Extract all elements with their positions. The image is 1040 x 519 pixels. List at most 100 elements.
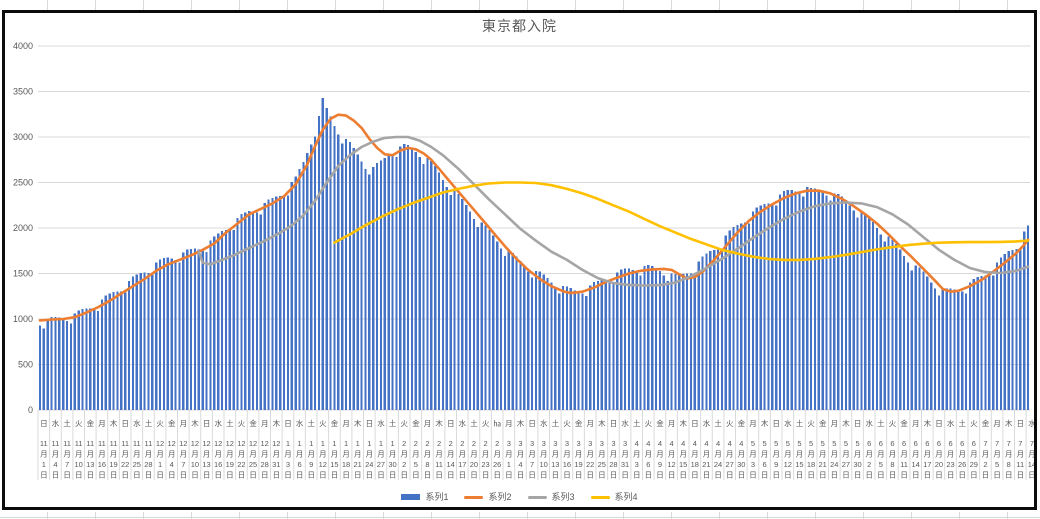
bar-series1[interactable] xyxy=(465,204,468,410)
bar-series1[interactable] xyxy=(50,317,53,410)
bar-series1[interactable] xyxy=(957,290,960,410)
bar-series1[interactable] xyxy=(414,152,417,410)
bar-series1[interactable] xyxy=(654,267,658,410)
bar-series1[interactable] xyxy=(550,282,553,410)
bar-series1[interactable] xyxy=(395,157,398,410)
bar-series1[interactable] xyxy=(449,195,452,410)
bar-series1[interactable] xyxy=(437,172,441,410)
bar-series1[interactable] xyxy=(263,203,266,410)
bar-series1[interactable] xyxy=(678,273,681,411)
bar-series1[interactable] xyxy=(992,275,995,410)
bar-series1[interactable] xyxy=(825,195,828,410)
bar-series1[interactable] xyxy=(422,163,425,410)
bar-series1[interactable] xyxy=(104,295,107,410)
bar-series1[interactable] xyxy=(922,271,925,410)
bar-series1[interactable] xyxy=(895,243,898,410)
bar-series1[interactable] xyxy=(472,218,476,410)
bar-series1[interactable] xyxy=(426,157,429,410)
bar-series1[interactable] xyxy=(375,162,379,410)
bar-series1[interactable] xyxy=(453,190,456,410)
bar-series1[interactable] xyxy=(685,273,689,411)
bar-series1[interactable] xyxy=(627,268,631,410)
bar-series1[interactable] xyxy=(871,222,875,410)
bar-series1[interactable] xyxy=(85,308,88,410)
bar-series1[interactable] xyxy=(573,290,576,410)
bar-series1[interactable] xyxy=(740,223,743,410)
bar-series1[interactable] xyxy=(755,207,758,410)
bar-series1[interactable] xyxy=(54,316,57,410)
bar-series1[interactable] xyxy=(120,291,123,410)
bar-series1[interactable] xyxy=(554,287,557,410)
bar-series1[interactable] xyxy=(697,261,700,410)
bar-series1[interactable] xyxy=(724,235,727,410)
bar-series1[interactable] xyxy=(914,265,917,410)
bar-series1[interactable] xyxy=(941,288,944,410)
bar-series1[interactable] xyxy=(244,212,247,410)
bar-series1[interactable] xyxy=(596,280,600,410)
bar-series1[interactable] xyxy=(530,277,534,410)
bar-series1[interactable] xyxy=(46,319,49,410)
plot-area[interactable]: 05001000150020002500300035004000日11月1日水1… xyxy=(5,13,1034,507)
bar-series1[interactable] xyxy=(906,262,910,410)
bar-series1[interactable] xyxy=(77,310,80,410)
bar-series1[interactable] xyxy=(933,288,937,410)
bar-series1[interactable] xyxy=(193,248,197,410)
bar-series1[interactable] xyxy=(868,217,871,410)
bar-series1[interactable] xyxy=(337,134,340,410)
bar-series1[interactable] xyxy=(891,239,894,410)
bar-series1[interactable] xyxy=(197,249,200,410)
bar-series1[interactable] xyxy=(806,187,809,410)
bar-series1[interactable] xyxy=(840,196,844,410)
bar-series1[interactable] xyxy=(279,196,282,410)
bar-series1[interactable] xyxy=(434,166,437,410)
bar-series1[interactable] xyxy=(484,225,487,410)
bar-series1[interactable] xyxy=(647,265,650,410)
bar-series1[interactable] xyxy=(139,273,142,410)
bar-series1[interactable] xyxy=(848,205,851,410)
bar-series1[interactable] xyxy=(926,276,929,410)
bar-series1[interactable] xyxy=(523,266,526,410)
bar-series1[interactable] xyxy=(461,198,464,410)
bar-series1[interactable] xyxy=(999,257,1003,410)
bar-series1[interactable] xyxy=(73,313,76,410)
bar-series1[interactable] xyxy=(116,291,119,410)
bar-series1[interactable] xyxy=(608,281,611,410)
bar-series1[interactable] xyxy=(802,196,805,410)
bar-series1[interactable] xyxy=(155,262,158,410)
bar-series1[interactable] xyxy=(716,248,720,410)
bar-series1[interactable] xyxy=(403,143,406,410)
bar-series1[interactable] xyxy=(158,259,162,410)
bar-series1[interactable] xyxy=(286,195,290,410)
bar-series1[interactable] xyxy=(372,167,375,410)
bar-series1[interactable] xyxy=(507,250,510,410)
chart-title[interactable]: 東京都入院 xyxy=(482,18,557,34)
bar-series1[interactable] xyxy=(275,196,278,410)
bar-series1[interactable] xyxy=(883,241,886,410)
bar-series1[interactable] xyxy=(720,248,724,410)
bar-series1[interactable] xyxy=(995,262,999,410)
bar-series1[interactable] xyxy=(383,157,386,410)
bar-series1[interactable] xyxy=(786,190,789,410)
bar-series1[interactable] xyxy=(546,278,549,410)
bar-series1[interactable] xyxy=(1015,248,1018,410)
bar-series1[interactable] xyxy=(778,194,782,410)
bar-series1[interactable] xyxy=(918,267,921,410)
bar-series1[interactable] xyxy=(499,248,503,410)
bar-series1[interactable] xyxy=(306,152,309,411)
bar-series1[interactable] xyxy=(565,286,569,410)
bar-series1[interactable] xyxy=(790,190,793,410)
bar-series1[interactable] xyxy=(972,278,975,410)
bar-series1[interactable] xyxy=(747,223,751,410)
bar-series1[interactable] xyxy=(468,211,472,410)
bar-series1[interactable] xyxy=(844,200,848,410)
bar-series1[interactable] xyxy=(964,293,968,410)
bar-series1[interactable] xyxy=(96,310,100,410)
bar-series1[interactable] xyxy=(236,217,239,410)
bar-series1[interactable] xyxy=(151,274,154,410)
bar-series1[interactable] xyxy=(1023,231,1026,410)
bar-series1[interactable] xyxy=(763,203,766,410)
bar-series1[interactable] xyxy=(561,286,565,410)
bar-series1[interactable] xyxy=(232,230,235,410)
bar-series1[interactable] xyxy=(682,273,685,410)
bar-series1[interactable] xyxy=(821,191,824,410)
